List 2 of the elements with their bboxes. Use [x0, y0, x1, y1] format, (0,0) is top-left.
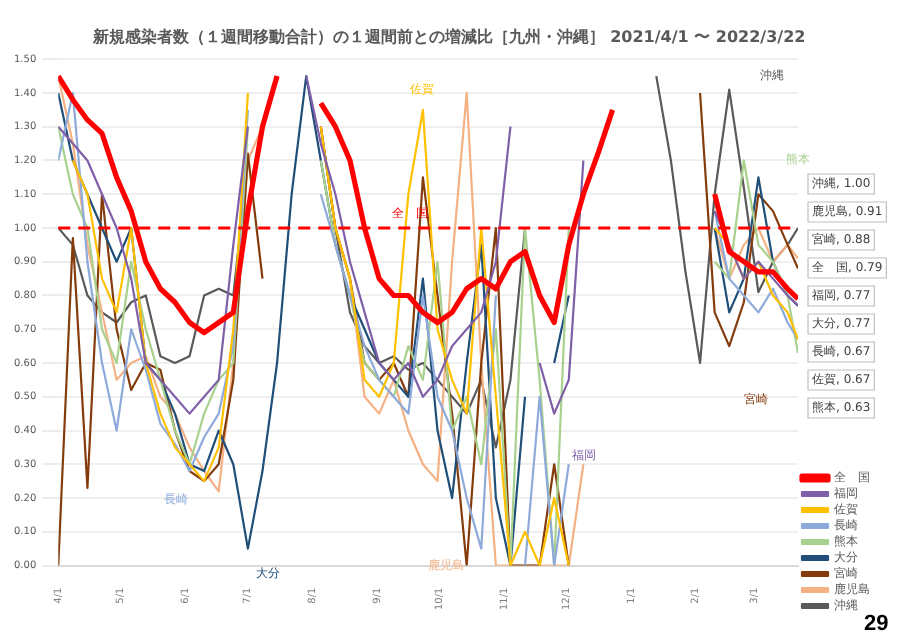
text: 29	[864, 612, 889, 637]
chart-title: 新規感染者数（１週間移動合計）の１週間前との増減比［九州・沖縄］ 2021/4/1 〜 2022/3/22	[90, 25, 806, 46]
